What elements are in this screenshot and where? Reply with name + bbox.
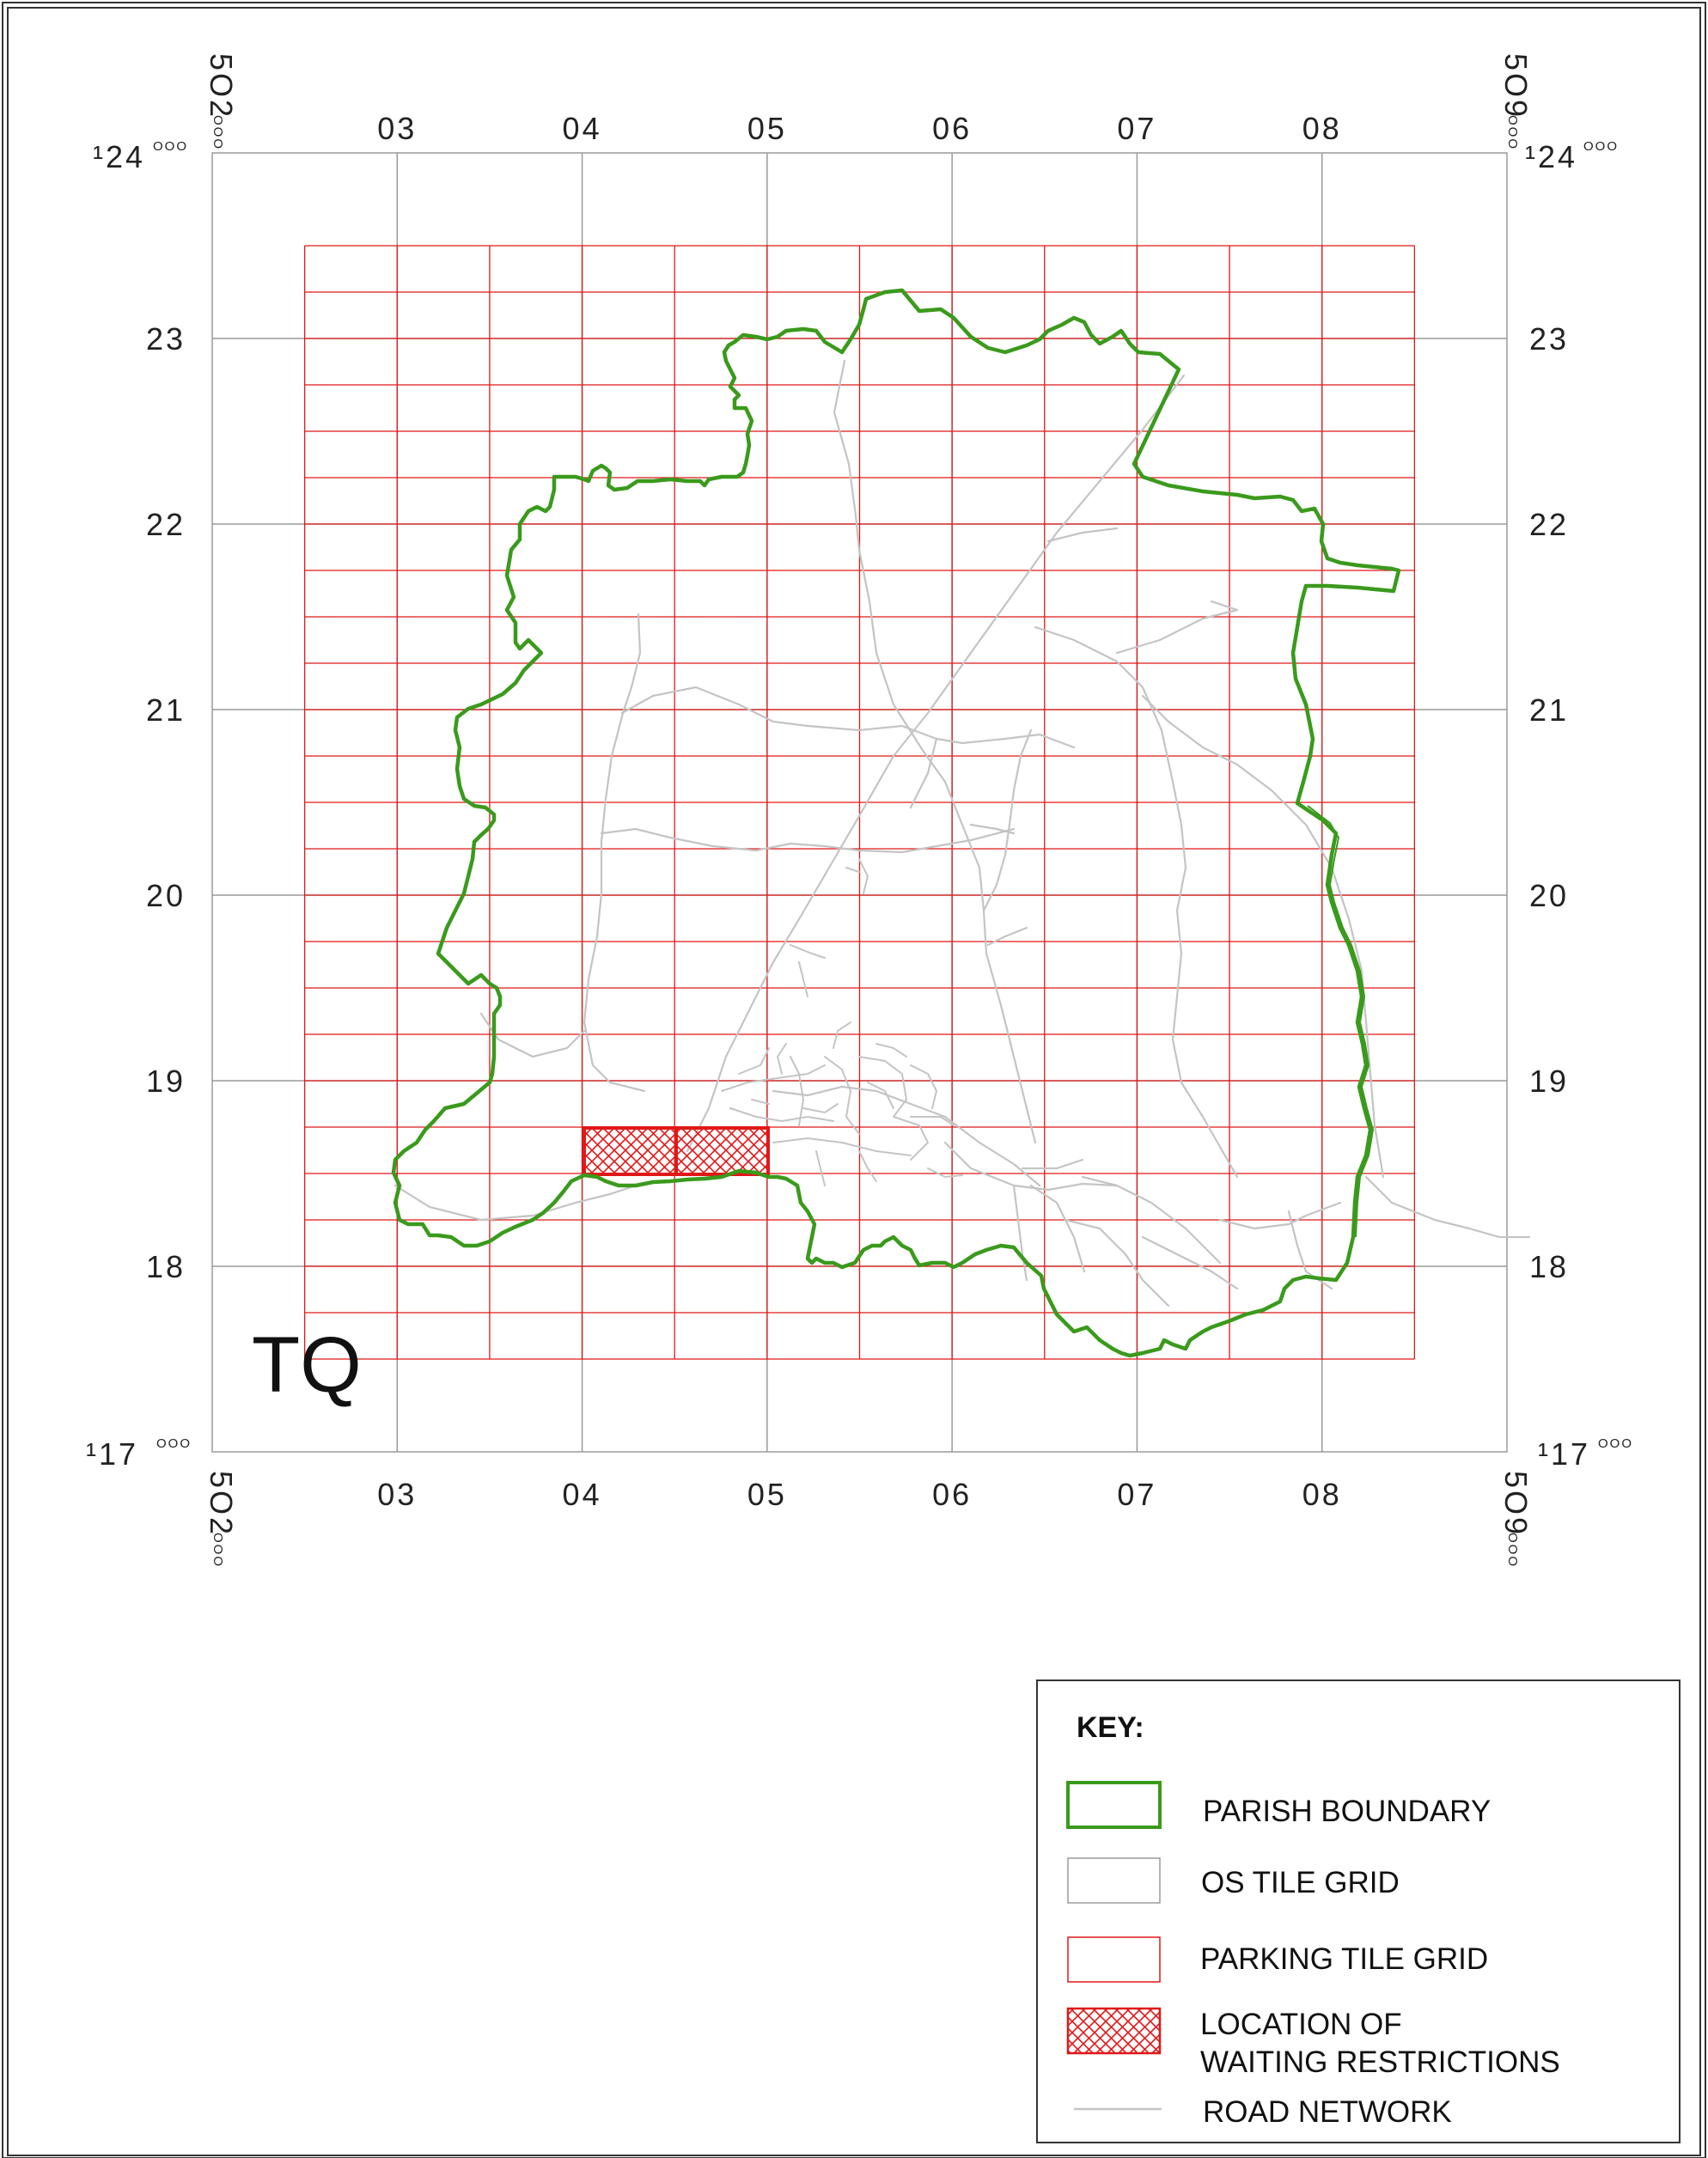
key-label-waiting-restrictions-line1: LOCATION OF xyxy=(1200,2008,1402,2041)
corner-label-bottom-west-easting: 5O2 OOO xyxy=(204,1471,239,1568)
northing-label: 18 xyxy=(1529,1249,1569,1284)
corner-label-south-west: ¹17 OOO xyxy=(86,1436,192,1472)
road-network xyxy=(393,359,1531,1308)
corner-label-top-east-easting: 5O9 OOO xyxy=(1498,53,1534,150)
sheet-border xyxy=(7,7,1701,2156)
easting-label: 08 xyxy=(1302,1477,1342,1512)
northing-label: 21 xyxy=(1529,692,1569,728)
corner-label-south-east: ¹17 OOO xyxy=(1538,1436,1633,1472)
svg-text:OOO: OOO xyxy=(210,115,225,150)
easting-label: 05 xyxy=(747,1477,787,1512)
key-label-waiting-restrictions-line2: WAITING RESTRICTIONS xyxy=(1200,2045,1560,2079)
svg-text:OOO: OOO xyxy=(156,1436,192,1451)
parish-boundary-inner xyxy=(1307,805,1375,1238)
svg-text:5O9: 5O9 xyxy=(1498,1471,1534,1537)
easting-label: 07 xyxy=(1117,111,1156,146)
svg-text:OOO: OOO xyxy=(210,1533,225,1568)
northing-label: 23 xyxy=(1529,321,1569,357)
northing-label: 19 xyxy=(1529,1064,1569,1099)
easting-label: 05 xyxy=(747,111,787,146)
northing-labels-right: 23 22 21 20 19 18 xyxy=(1529,321,1569,1284)
svg-text:OOO: OOO xyxy=(1583,139,1619,154)
key-label-parking-tile-grid: PARKING TILE GRID xyxy=(1200,1942,1488,1976)
parish-boundary xyxy=(391,288,1401,1358)
svg-text:¹17: ¹17 xyxy=(1538,1436,1590,1472)
svg-text:OOO: OOO xyxy=(1505,115,1520,150)
svg-text:¹24: ¹24 xyxy=(93,139,145,174)
easting-label: 08 xyxy=(1302,111,1342,146)
northing-label: 18 xyxy=(146,1249,186,1284)
easting-labels-bottom: 03 04 05 06 07 08 xyxy=(377,1477,1342,1512)
easting-label: 07 xyxy=(1117,1477,1156,1512)
waiting-restrictions-area xyxy=(583,1126,770,1176)
key-label-os-tile-grid: OS TILE GRID xyxy=(1201,1866,1400,1899)
easting-labels-top: 03 04 05 06 07 08 xyxy=(377,111,1342,146)
parking-tile-grid-swatch xyxy=(1067,1936,1161,1983)
northing-label: 22 xyxy=(146,507,186,542)
key-frame xyxy=(1036,1679,1681,2143)
os-grid-frame xyxy=(211,152,1508,1453)
svg-text:5O2: 5O2 xyxy=(204,1471,239,1537)
easting-label: 06 xyxy=(932,111,972,146)
corner-label-north-east: ¹24 OOO xyxy=(1525,139,1619,174)
easting-label: 03 xyxy=(377,1477,417,1512)
svg-text:OOO: OOO xyxy=(153,139,188,154)
map-key: KEY: PARISH BOUNDARY OS TILE GRID PARKIN… xyxy=(1036,1679,1681,2143)
easting-label: 03 xyxy=(377,111,417,146)
northing-labels-left: 23 22 21 20 19 18 xyxy=(146,321,186,1284)
key-title: KEY: xyxy=(1077,1711,1144,1744)
grid-square-label: TQ xyxy=(252,1321,362,1409)
corner-label-north-west: ¹24 OOO xyxy=(93,139,188,174)
parish-boundary-swatch xyxy=(1066,1781,1162,1829)
easting-label: 04 xyxy=(563,1477,602,1512)
northing-label: 20 xyxy=(1529,878,1569,913)
svg-text:OOO: OOO xyxy=(1505,1533,1520,1568)
svg-text:¹24: ¹24 xyxy=(1525,139,1577,174)
town-centre-roads xyxy=(721,858,963,1186)
northing-label: 23 xyxy=(146,321,186,357)
northing-label: 22 xyxy=(1529,507,1569,542)
easting-label: 04 xyxy=(563,111,602,146)
svg-text:5O9: 5O9 xyxy=(1498,53,1534,119)
svg-text:OOO: OOO xyxy=(1598,1436,1633,1451)
key-label-road-network: ROAD NETWORK xyxy=(1203,2095,1452,2129)
svg-text:¹17: ¹17 xyxy=(86,1436,138,1472)
svg-text:5O2: 5O2 xyxy=(204,53,239,119)
corner-label-top-west-easting: 5O2 OOO xyxy=(204,53,239,150)
key-label-parish-boundary: PARISH BOUNDARY xyxy=(1203,1795,1491,1828)
northing-label: 21 xyxy=(146,692,186,728)
northing-label: 19 xyxy=(146,1064,186,1099)
northing-label: 20 xyxy=(146,878,186,913)
waiting-restrictions-swatch xyxy=(1066,2007,1162,2055)
os-tile-grid-swatch xyxy=(1067,1857,1161,1904)
easting-label: 06 xyxy=(932,1477,972,1512)
corner-label-bottom-east-easting: 5O9 OOO xyxy=(1498,1471,1534,1568)
